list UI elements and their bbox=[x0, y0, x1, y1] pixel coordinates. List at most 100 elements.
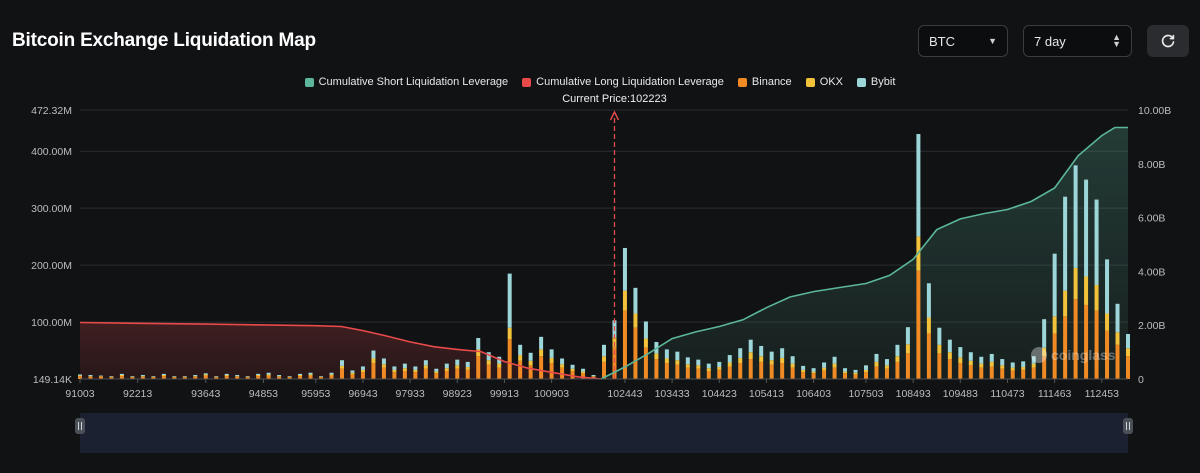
bar-bybit bbox=[78, 374, 82, 376]
bar-bybit bbox=[822, 362, 827, 368]
bar-bybit bbox=[958, 347, 963, 358]
legend-item-short-cumulative[interactable]: Cumulative Short Liquidation Leverage bbox=[304, 76, 509, 88]
bar-bybit bbox=[706, 363, 711, 369]
bar-binance bbox=[182, 377, 187, 379]
bar-okx bbox=[98, 376, 103, 377]
bar-okx bbox=[864, 369, 868, 373]
time-range-select[interactable]: 7 day ▲ ▼ bbox=[1023, 25, 1132, 57]
bar-okx bbox=[926, 317, 931, 334]
bar-bybit bbox=[413, 366, 418, 370]
bar-binance bbox=[643, 347, 648, 379]
bar-bybit bbox=[1073, 165, 1078, 268]
bar-binance bbox=[738, 363, 743, 379]
long-cumulative-area bbox=[80, 322, 602, 379]
y-right-tick-label: 2.00B bbox=[1138, 320, 1165, 332]
symbol-select[interactable]: BTC ▼ bbox=[918, 25, 1008, 57]
legend-label: OKX bbox=[819, 76, 843, 88]
x-tick-label: 102443 bbox=[607, 388, 642, 400]
bar-bybit bbox=[245, 376, 250, 377]
zoom-handle-right[interactable] bbox=[1123, 418, 1133, 434]
zoom-track bbox=[80, 413, 1128, 453]
legend-label: Cumulative Short Liquidation Leverage bbox=[318, 76, 509, 88]
bar-binance bbox=[717, 369, 722, 379]
bar-binance bbox=[1031, 367, 1036, 379]
bar-okx bbox=[434, 371, 439, 374]
bar-okx bbox=[759, 356, 764, 362]
bar-bybit bbox=[979, 356, 984, 364]
bar-binance bbox=[822, 370, 827, 379]
bar-binance bbox=[685, 367, 690, 379]
legend-label: Cumulative Long Liquidation Leverage bbox=[536, 76, 724, 88]
bar-bybit bbox=[926, 283, 931, 318]
bar-binance bbox=[266, 375, 271, 379]
bar-bybit bbox=[780, 348, 785, 358]
bar-okx bbox=[151, 376, 156, 378]
bar-binance bbox=[340, 368, 344, 379]
bar-bybit bbox=[298, 373, 303, 376]
bar-binance bbox=[937, 353, 942, 379]
bar-bybit bbox=[937, 327, 942, 345]
bar-bybit bbox=[1063, 196, 1068, 291]
bar-okx bbox=[1052, 316, 1057, 334]
bar-binance bbox=[1063, 316, 1068, 379]
refresh-button[interactable] bbox=[1147, 25, 1189, 57]
bar-binance bbox=[119, 376, 124, 379]
bar-bybit bbox=[1010, 362, 1015, 368]
y-right-tick-label: 8.00B bbox=[1138, 159, 1165, 171]
bar-okx bbox=[1000, 365, 1005, 369]
bar-bybit bbox=[381, 358, 386, 365]
symbol-select-value: BTC bbox=[929, 33, 955, 49]
x-tick-label: 92213 bbox=[123, 388, 152, 400]
short-cumulative-line bbox=[600, 126, 1128, 380]
bar-binance bbox=[843, 373, 848, 379]
bar-binance bbox=[308, 375, 313, 379]
bar-binance bbox=[193, 376, 198, 379]
bar-okx bbox=[413, 369, 418, 373]
bar-binance bbox=[1052, 333, 1057, 379]
bar-bybit bbox=[308, 372, 313, 375]
bar-okx bbox=[895, 356, 900, 362]
bar-okx bbox=[308, 374, 313, 376]
zoom-slider[interactable] bbox=[75, 413, 1133, 453]
bar-okx bbox=[989, 361, 994, 367]
bar-okx bbox=[245, 376, 250, 378]
bar-bybit bbox=[476, 337, 481, 350]
bar-okx bbox=[402, 368, 407, 372]
bar-bybit bbox=[392, 366, 397, 370]
legend-item-binance[interactable]: Binance bbox=[737, 76, 792, 88]
x-tick-label: 96943 bbox=[348, 388, 377, 400]
bar-binance bbox=[434, 373, 439, 379]
x-tick-label: 109483 bbox=[943, 388, 978, 400]
legend-item-long-cumulative[interactable]: Cumulative Long Liquidation Leverage bbox=[522, 76, 724, 88]
zoom-handle-left[interactable] bbox=[75, 418, 85, 434]
bar-binance bbox=[664, 363, 669, 379]
bar-binance bbox=[1073, 299, 1078, 379]
bar-binance bbox=[528, 365, 533, 379]
bar-binance bbox=[444, 371, 449, 379]
bar-bybit bbox=[1126, 333, 1130, 349]
bar-okx bbox=[392, 369, 397, 373]
axes: 149.14K 100.00M 200.00M 300.00M 400.00M 472.3… bbox=[31, 105, 1171, 400]
bar-okx bbox=[979, 363, 984, 368]
bar-bybit bbox=[277, 375, 282, 377]
legend-item-okx[interactable]: OKX bbox=[805, 76, 843, 88]
bar-okx bbox=[602, 356, 606, 362]
bar-bybit bbox=[811, 368, 816, 372]
y-left-tick-label: 472.32M bbox=[31, 105, 72, 117]
bar-binance bbox=[696, 368, 701, 379]
bar-okx bbox=[905, 344, 910, 354]
bar-binance bbox=[140, 376, 145, 379]
bar-binance bbox=[486, 364, 491, 379]
bar-okx bbox=[78, 375, 82, 377]
bar-binance bbox=[287, 377, 292, 379]
bar-binance bbox=[88, 376, 93, 379]
bar-okx bbox=[1063, 290, 1068, 317]
legend-item-bybit[interactable]: Bybit bbox=[856, 76, 895, 88]
bar-okx bbox=[277, 376, 282, 377]
x-tick-label: 94853 bbox=[249, 388, 278, 400]
bar-binance bbox=[769, 364, 774, 379]
bar-binance bbox=[360, 372, 365, 379]
bar-binance bbox=[979, 367, 984, 379]
bar-okx bbox=[109, 376, 114, 378]
